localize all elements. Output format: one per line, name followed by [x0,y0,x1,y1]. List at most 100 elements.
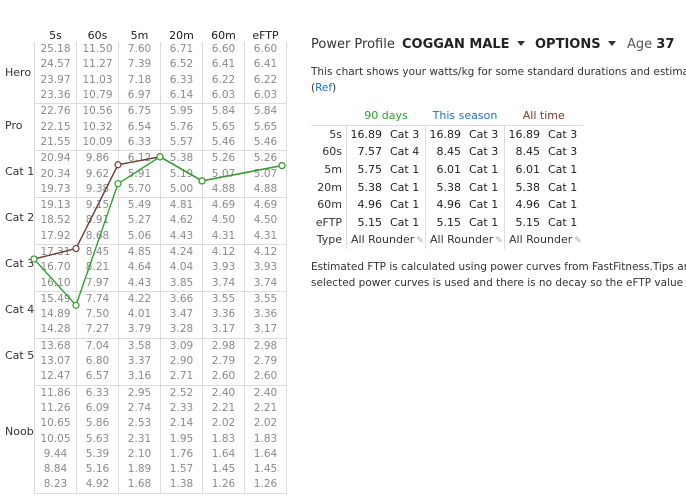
grid-cell: 4.24 [160,244,203,261]
grid-row: 16.70 8.21 4.64 4.04 3.93 3.93 [34,260,287,276]
grid-col-header: 60m [211,28,236,42]
grid-cell: 3.17 [202,322,245,339]
category-label: Cat 3 [5,256,35,270]
pencil-icon[interactable]: ✎ [495,236,503,247]
grid-cell: 3.79 [118,322,161,339]
grid-cell: 4.69 [202,197,245,214]
grid-cell: 3.93 [244,260,287,276]
grid-cell: 6.33 [160,72,203,88]
grid-cell: 22.76 [34,103,77,120]
grid-cell: 2.95 [118,385,161,401]
stats-category: Cat 1 [390,163,420,177]
grid-cell: 19.13 [34,197,77,214]
stats-row: 60m 4.96 Cat 1 4.96 Cat 1 4.96 Cat 1 [311,195,583,214]
grid-cell: 2.79 [244,353,287,370]
stats-type-row: Type All Rounder ✎ All Rounder ✎ All Rounder ✎ [311,231,583,249]
grid-cell: 9.86 [76,150,119,167]
options-menu[interactable]: OPTIONS [535,37,616,52]
chevron-down-icon [607,41,616,46]
grid-cell: 4.43 [118,275,161,292]
ref-open: ( [311,82,316,94]
stats-category: Cat 1 [548,180,578,194]
grid-row: 20.34 9.62 5.91 5.19 5.07 5.07 [34,166,287,182]
grid-cell: 5.06 [118,228,161,245]
category-label: Cat 2 [5,210,35,224]
grid-cell: 4.04 [160,260,203,276]
profile-select[interactable]: COGGAN MALE [402,37,525,52]
rider-type-field[interactable]: All Rounder ✎ [346,231,426,249]
level-table: 5s 60s 5m 20m 60m eFTP 25.18 11.50 7.60 6.71 6.60… [34,28,287,494]
rider-type-field[interactable]: All Rounder ✎ [504,231,583,249]
grid-row: 10.65 5.86 2.53 2.14 2.02 2.02 [34,416,287,432]
grid-cell: 13.68 [34,338,77,354]
stats-row: 20m 5.38 Cat 1 5.38 Cat 1 5.38 Cat 1 [311,178,583,196]
category-label: Pro [5,119,23,133]
stats-value: 5.15 [425,213,461,232]
grid-cell: 11.50 [76,42,119,58]
stats-value: 6.01 [504,160,540,179]
page-title: Power Profile [311,37,395,52]
grid-cell: 3.55 [202,291,245,308]
rider-type-value: All Rounder [509,233,573,247]
grid-cell: 6.14 [160,87,203,105]
grid-col-header: 20m [169,28,194,42]
grid-cell: 5.49 [118,197,161,214]
grid-col-header: 5m [130,28,149,42]
grid-cell: 10.56 [76,103,119,120]
grid-cell: 2.40 [244,385,287,401]
grid-cell: 5.38 [160,150,203,167]
grid-cell: 6.03 [244,87,287,105]
stats-value: 7.57 [346,143,382,161]
pencil-icon[interactable]: ✎ [416,236,424,247]
grid-cell: 5.95 [160,103,203,120]
grid-cell: 2.40 [202,385,245,401]
grid-cell: 10.32 [76,119,119,135]
grid-cell: 1.45 [202,462,245,478]
grid-row: 24.57 11.27 7.39 6.52 6.41 6.41 [34,57,287,73]
ref-link[interactable]: Ref [315,82,333,94]
rider-type-field[interactable]: All Rounder ✎ [425,231,505,249]
grid-row: 18.52 8.91 5.27 4.62 4.50 4.50 [34,213,287,229]
stats-value: 4.96 [425,195,461,214]
stats-category: Cat 1 [469,215,499,229]
age-value: 37 [656,37,675,52]
grid-cell: 1.64 [244,446,287,463]
grid-cell: 10.65 [34,416,77,432]
grid-cell: 10.79 [76,87,119,105]
age-field[interactable]: Age 37 [627,37,674,52]
grid-cell: 3.16 [118,369,161,386]
grid-cell: 5.07 [244,166,287,182]
grid-cell: 3.36 [244,307,287,323]
grid-cell: 3.28 [160,322,203,339]
grid-cell: 13.07 [34,353,77,370]
grid-cell: 1.57 [160,462,203,478]
category-label: Cat 1 [5,165,35,179]
grid-cell: 11.03 [76,72,119,88]
grid-cell: 2.31 [118,431,161,447]
stats-category: Cat 3 [469,145,499,159]
grid-cell: 4.64 [118,260,161,276]
grid-cell: 3.93 [202,260,245,276]
grid-cell: 9.44 [34,446,77,463]
grid-cell: 10.09 [76,134,119,152]
stats-corner [311,107,347,125]
grid-cell: 6.12 [118,150,161,167]
grid-cell: 2.21 [244,400,287,417]
grid-row: 22.76 10.56 6.75 5.95 5.84 5.84 [34,103,287,120]
grid-cell: 6.33 [118,134,161,152]
rider-type-value: All Rounder [351,233,415,247]
grid-col-header: 5s [49,28,62,42]
grid-cell: 4.62 [160,213,203,229]
grid-cell: 5.91 [118,166,161,182]
grid-cell: 6.41 [244,57,287,73]
grid-cell: 1.89 [118,462,161,478]
profile-select-label: COGGAN MALE [402,37,510,52]
grid-cell: 6.22 [244,72,287,88]
grid-cell: 5.57 [160,134,203,152]
grid-cell: 5.70 [118,181,161,198]
power-level-grid: 5s 60s 5m 20m 60m eFTP 25.18 11.50 7.60 6.71 6.60… [0,28,292,494]
pencil-icon[interactable]: ✎ [574,236,582,247]
grid-cell: 20.34 [34,166,77,182]
grid-cell: 16.70 [34,260,77,276]
grid-cell: 5.84 [244,103,287,120]
